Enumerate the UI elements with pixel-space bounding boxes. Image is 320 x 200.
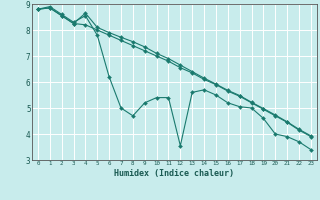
X-axis label: Humidex (Indice chaleur): Humidex (Indice chaleur) xyxy=(115,169,234,178)
